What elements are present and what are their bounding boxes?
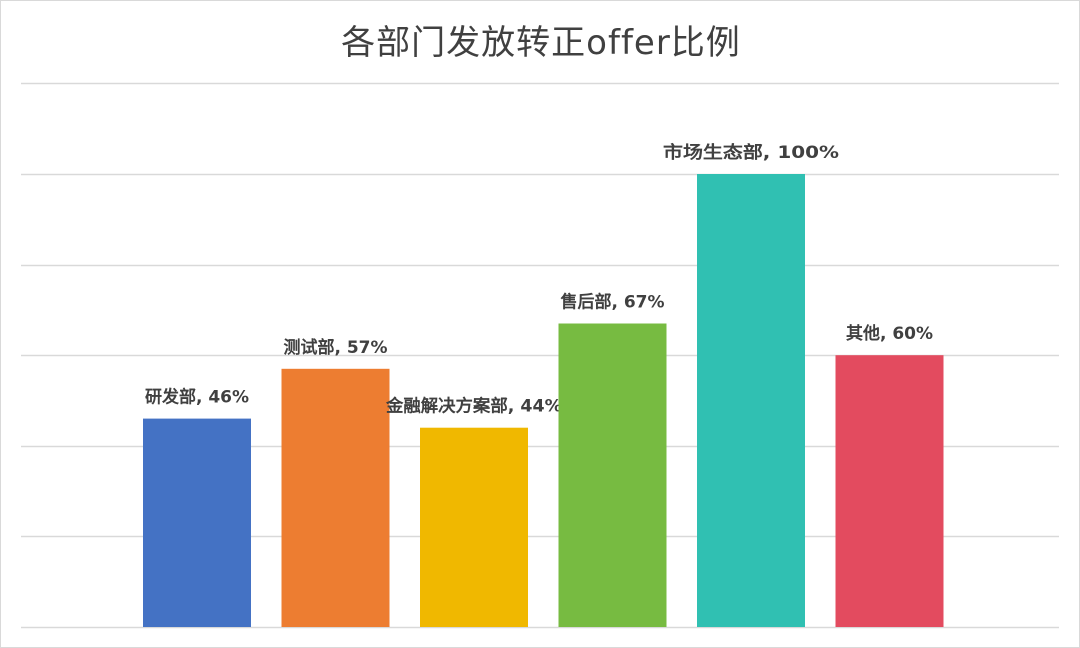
bar-3 [420,427,528,627]
data-label-5: 市场生态部, 100% [663,142,839,163]
bar-1 [143,418,251,627]
bar-4 [558,323,667,627]
bar-5 [697,174,805,627]
data-label-4: 售后部, 67% [560,292,664,313]
data-label-6: 其他, 60% [846,323,933,344]
chart-title: 各部门发放转正offer比例 [341,23,741,63]
bar-2 [281,368,390,627]
data-label-2: 测试部, 57% [283,337,387,358]
data-label-3: 金融解决方案部, 44% [385,396,562,417]
data-label-1: 研发部, 46% [145,387,249,408]
bar-6 [835,355,944,627]
